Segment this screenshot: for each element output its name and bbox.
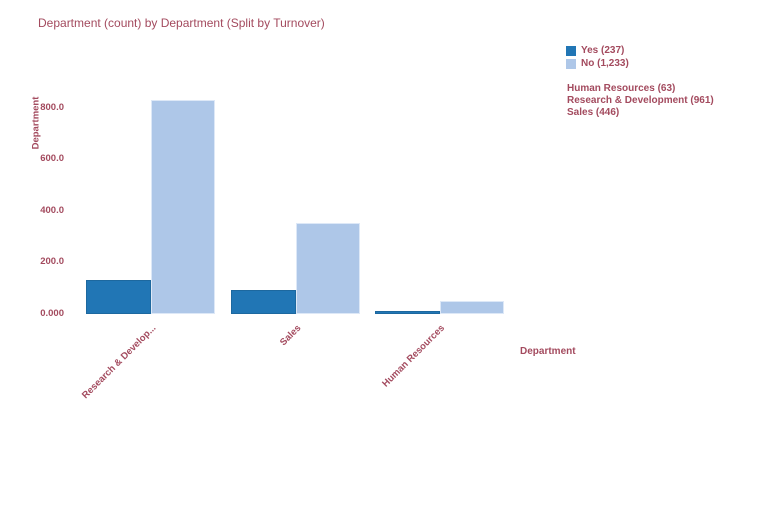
legend-swatch-icon bbox=[566, 58, 576, 69]
category-totals: Human Resources (63) Research & Developm… bbox=[567, 83, 714, 119]
category-total: Sales (446) bbox=[567, 107, 620, 118]
bar-no-human-resources[interactable] bbox=[439, 301, 504, 314]
bar-yes-sales[interactable] bbox=[231, 290, 296, 314]
bar-yes-research-development[interactable] bbox=[86, 280, 151, 314]
x-axis-title: Department bbox=[520, 346, 576, 357]
y-tick-label: 0.000 bbox=[40, 308, 64, 319]
legend-label: Yes (237) bbox=[581, 45, 625, 56]
y-tick-label: 400.0 bbox=[40, 204, 64, 216]
category-total: Research & Development (961) bbox=[567, 95, 714, 106]
legend-item-no[interactable]: No (1,233) bbox=[566, 58, 629, 69]
legend-swatch-icon bbox=[566, 45, 576, 56]
x-tick-label: Research & Develop... bbox=[79, 322, 159, 402]
legend-label: No (1,233) bbox=[581, 58, 629, 69]
y-tick-label: 600.0 bbox=[40, 153, 64, 165]
legend-item-yes[interactable]: Yes (237) bbox=[566, 45, 629, 56]
x-tick-label: Sales bbox=[277, 322, 304, 349]
x-tick-label: Human Resources bbox=[380, 322, 448, 390]
bar-no-research-development[interactable] bbox=[150, 100, 215, 314]
y-tick-label: 200.0 bbox=[40, 256, 64, 268]
bar-no-sales[interactable] bbox=[295, 223, 360, 314]
legend: Yes (237) No (1,233) bbox=[566, 45, 629, 69]
y-tick-label: 800.0 bbox=[40, 101, 64, 113]
bar-yes-human-resources[interactable] bbox=[375, 311, 440, 314]
chart-title: Department (count) by Department (Split … bbox=[38, 16, 325, 30]
category-total: Human Resources (63) bbox=[567, 83, 676, 94]
